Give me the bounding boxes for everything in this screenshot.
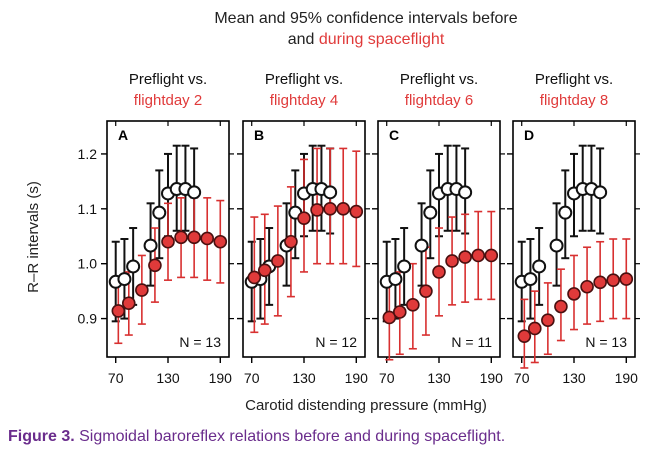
flight-point xyxy=(458,250,472,264)
panel-letter: B xyxy=(254,127,264,143)
flight-point xyxy=(284,234,298,249)
flight-point xyxy=(187,230,201,245)
panel-d: Preflight vs. flightday 8 D N = 13 70 130 190 xyxy=(507,71,640,386)
preflight-point xyxy=(523,272,538,287)
flight-point xyxy=(567,287,581,301)
figure-title-line2-prefix: and xyxy=(288,31,319,48)
preflight-point xyxy=(558,205,573,220)
y-tick-label: 0.9 xyxy=(78,311,98,327)
flight-point xyxy=(349,204,364,219)
caption-label: Figure 3. xyxy=(8,428,75,445)
flight-point xyxy=(271,254,285,268)
figure-caption: Figure 3. Sigmoidal baroreflex relations… xyxy=(8,428,505,445)
panel-n-label: N = 11 xyxy=(451,334,492,350)
panel-header-line2: flightday 2 xyxy=(134,92,202,109)
panel-header-line1: Preflight vs. xyxy=(265,71,343,88)
x-tick-label: 190 xyxy=(209,370,233,386)
flight-point xyxy=(580,279,594,294)
flight-point xyxy=(121,296,136,311)
x-axis-label: Carotid distending pressure (mmHg) xyxy=(245,397,487,414)
preflight-point xyxy=(187,185,202,200)
x-tick-label: 70 xyxy=(379,370,395,386)
preflight-point xyxy=(323,185,338,200)
preflight-point xyxy=(549,238,564,253)
preflight-point xyxy=(593,185,608,200)
panel-header-line1: Preflight vs. xyxy=(129,71,207,88)
flight-point xyxy=(445,254,459,268)
flight-point xyxy=(517,329,532,343)
flight-point xyxy=(257,263,272,278)
flight-point xyxy=(471,248,486,263)
preflight-point xyxy=(388,272,403,287)
flight-point xyxy=(323,202,337,216)
preflight-point xyxy=(414,238,429,253)
y-tick-label: 1.1 xyxy=(78,201,98,217)
panel-c: Preflight vs. flightday 6 C N = 11 70 130 190 xyxy=(372,71,505,386)
x-tick-label: 190 xyxy=(345,370,369,386)
preflight-point xyxy=(458,185,473,200)
flight-point xyxy=(392,305,407,319)
preflight-point xyxy=(423,205,438,220)
x-tick-label: 70 xyxy=(244,370,260,386)
panel-a: Preflight vs. flightday 2 A N = 13 70 130 190 1… xyxy=(78,71,234,386)
flight-point xyxy=(541,313,555,328)
x-tick-label: 130 xyxy=(156,370,180,386)
flight-point xyxy=(174,230,188,245)
panel-letter: C xyxy=(389,127,399,143)
flight-point xyxy=(619,272,634,286)
panel-header-line1: Preflight vs. xyxy=(400,71,478,88)
flight-point xyxy=(161,234,175,249)
flight-point xyxy=(148,258,162,273)
preflight-point xyxy=(117,272,132,287)
flight-point xyxy=(200,231,215,246)
flight-point xyxy=(336,202,351,216)
panel-n-label: N = 13 xyxy=(179,334,221,350)
flight-point xyxy=(527,321,542,336)
flight-point xyxy=(111,304,126,318)
panel-n-label: N = 12 xyxy=(315,334,357,350)
panel-b: Preflight vs. flightday 4 B N = 12 70 130 190 xyxy=(237,71,370,386)
panel-letter: D xyxy=(524,127,534,143)
panel-header-line2: flightday 4 xyxy=(270,92,338,109)
preflight-point xyxy=(397,259,412,274)
flight-point xyxy=(593,275,607,290)
x-tick-label: 190 xyxy=(615,370,639,386)
panel-header-line2: flightday 6 xyxy=(405,92,473,109)
figure-title-line1: Mean and 95% confidence intervals before xyxy=(214,10,517,27)
flight-point xyxy=(606,273,621,287)
preflight-point xyxy=(532,259,547,274)
panels-group: Preflight vs. flightday 2 A N = 13 70 130 190 1… xyxy=(78,71,640,386)
caption-text: Sigmoidal baroreflex relations before an… xyxy=(75,428,505,445)
figure-title-line2-red: during spaceflight xyxy=(319,31,445,48)
preflight-point xyxy=(152,205,167,220)
x-tick-label: 130 xyxy=(427,370,451,386)
panel-header-line1: Preflight vs. xyxy=(535,71,613,88)
x-tick-label: 130 xyxy=(292,370,316,386)
flight-point xyxy=(419,284,433,298)
flight-point xyxy=(310,203,324,217)
x-tick-label: 70 xyxy=(108,370,124,386)
x-tick-label: 130 xyxy=(562,370,586,386)
y-tick-label: 1.0 xyxy=(78,256,98,272)
flight-point xyxy=(213,234,228,249)
panel-n-label: N = 13 xyxy=(585,334,627,350)
flight-point xyxy=(432,265,446,279)
flight-point xyxy=(247,270,262,285)
preflight-point xyxy=(143,238,158,253)
x-tick-label: 190 xyxy=(480,370,504,386)
x-tick-label: 70 xyxy=(514,370,530,386)
flight-point xyxy=(382,310,397,325)
panel-letter: A xyxy=(118,127,128,143)
preflight-point xyxy=(126,259,141,274)
flight-point xyxy=(297,211,311,225)
y-axis-label: R–R intervals (s) xyxy=(25,181,42,293)
flight-point xyxy=(484,248,499,263)
y-tick-label: 1.2 xyxy=(78,146,98,162)
figure-title-line2: and during spaceflight xyxy=(288,31,445,48)
flight-point xyxy=(406,298,420,312)
panel-header-line2: flightday 8 xyxy=(540,92,608,109)
flight-point xyxy=(135,283,149,297)
flight-point xyxy=(554,299,568,314)
